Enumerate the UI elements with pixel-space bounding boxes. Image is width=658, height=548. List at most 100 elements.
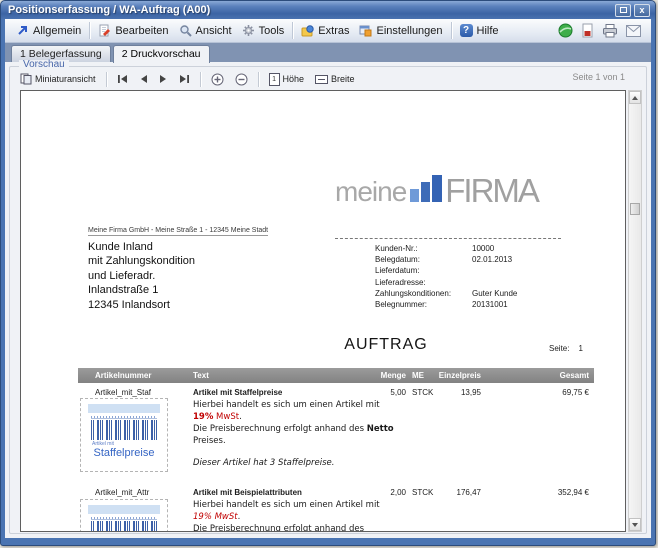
document-meta: Kunden-Nr.: 10000 Belegdatum: 02.01.2013 L… bbox=[375, 243, 517, 310]
tab-belegerfassung[interactable]: 1 Belegerfassung bbox=[11, 45, 111, 62]
menu-hilfe[interactable]: ? Hilfe bbox=[455, 22, 504, 39]
item-description: Hierbei handelt es sich um einen Artikel… bbox=[193, 499, 483, 532]
meta-value: Guter Kunde bbox=[472, 288, 518, 298]
image-highlight-bar bbox=[88, 404, 160, 413]
table-row-artikelnummer: Artikel_mit_Attr bbox=[95, 488, 150, 497]
fit-height-label: Höhe bbox=[282, 74, 305, 84]
vertical-scrollbar[interactable] bbox=[628, 90, 642, 532]
gear-icon bbox=[242, 25, 254, 36]
fit-height-button[interactable]: 1 Höhe bbox=[266, 72, 308, 87]
prev-page-icon bbox=[140, 75, 147, 83]
tab-body: Vorschau Miniaturansicht bbox=[5, 60, 651, 538]
first-page-button[interactable] bbox=[114, 73, 131, 85]
preview-toolbar: Miniaturansicht bbox=[17, 69, 358, 89]
sender-line: Meine Firma GmbH - Meine Straße 1 - 1234… bbox=[88, 227, 269, 236]
email-icon[interactable] bbox=[626, 24, 641, 37]
preview-viewport: meine FIRMA Meine Firma GmbH - Meine Str… bbox=[20, 90, 626, 532]
toolbar-separator bbox=[105, 71, 107, 87]
thumbnail-view-button[interactable]: Miniaturansicht bbox=[17, 72, 99, 86]
meta-value: 10000 bbox=[472, 244, 495, 253]
logo-bars-icon bbox=[410, 175, 443, 202]
meta-row: Lieferadresse: bbox=[375, 277, 517, 288]
menu-label: Bearbeiten bbox=[115, 24, 169, 37]
scroll-up-button[interactable] bbox=[629, 91, 641, 104]
menu-einstellungen[interactable]: Einstellungen bbox=[354, 22, 447, 39]
meta-label: Lieferadresse: bbox=[375, 277, 426, 287]
table-row-einzelpreis: 176,47 bbox=[456, 488, 481, 497]
article-image: Artikel mit Staffelpreise bbox=[80, 398, 168, 472]
pages-icon bbox=[20, 73, 32, 85]
recipient-address: Kunde Inland mit Zahlungskondition und L… bbox=[88, 240, 195, 312]
meta-row: Zahlungskonditionen: Guter Kunde bbox=[375, 288, 517, 299]
vorschau-groupbox bbox=[9, 66, 647, 534]
recipient-line: Kunde Inland bbox=[88, 241, 153, 253]
items-table: Artikelnummer Text Menge ME Einzelpreis … bbox=[78, 368, 594, 532]
menu-extras[interactable]: Extras bbox=[296, 22, 354, 39]
triangle-up-icon bbox=[632, 95, 638, 100]
image-caption-small: Artikel mit bbox=[92, 441, 114, 447]
pdf-export-icon[interactable] bbox=[581, 23, 594, 38]
article-image bbox=[80, 499, 168, 531]
meta-label: Kunden-Nr.: bbox=[375, 244, 418, 253]
page-number-line: Seite: 1 bbox=[549, 344, 583, 353]
table-row-einzelpreis: 13,95 bbox=[460, 388, 481, 397]
col-artikelnummer: Artikelnummer bbox=[95, 371, 152, 380]
fit-width-button[interactable]: Breite bbox=[312, 73, 358, 85]
image-caption-big: Staffelpreise bbox=[93, 447, 155, 459]
zoom-out-button[interactable] bbox=[232, 72, 251, 87]
recipient-line: 12345 Inlandsort bbox=[88, 298, 170, 311]
title-bar[interactable]: Positionserfassung / WA-Auftrag (A00) x bbox=[1, 1, 655, 19]
window-content: Allgemein Bearbeiten Ansicht Tools bbox=[5, 19, 651, 538]
document-title: AUFTRAG bbox=[344, 336, 428, 353]
menu-label: Einstellungen bbox=[376, 24, 443, 37]
prev-page-button[interactable] bbox=[136, 73, 151, 85]
zoom-out-icon bbox=[235, 73, 248, 85]
next-page-button[interactable] bbox=[156, 73, 171, 85]
scrollbar-thumb[interactable] bbox=[630, 203, 640, 215]
meta-row: Lieferdatum: bbox=[375, 265, 517, 276]
zoom-in-button[interactable] bbox=[208, 72, 227, 87]
settings-window-icon bbox=[359, 25, 372, 37]
col-menge: Menge bbox=[380, 371, 406, 380]
help-icon: ? bbox=[459, 24, 473, 37]
logo-text-meine: meine bbox=[335, 176, 407, 207]
menu-ansicht[interactable]: Ansicht bbox=[174, 22, 237, 39]
tab-druckvorschau[interactable]: 2 Druckvorschau bbox=[112, 45, 210, 63]
desc-line: Preises. bbox=[193, 436, 226, 446]
recipient-line: und Lieferadr. bbox=[88, 269, 156, 282]
logo-divider-line bbox=[335, 238, 561, 239]
desc-line: 19% MwSt. bbox=[193, 512, 241, 522]
page-label: Seite: bbox=[549, 344, 570, 353]
desc-line: Die Preisberechnung erfolgt anhand des bbox=[193, 524, 365, 532]
globe-icon[interactable] bbox=[558, 23, 573, 38]
close-button[interactable]: x bbox=[634, 3, 650, 17]
last-page-button[interactable] bbox=[176, 73, 193, 85]
menu-bearbeiten[interactable]: Bearbeiten bbox=[93, 22, 173, 39]
company-logo: meine FIRMA bbox=[335, 172, 540, 209]
desc-line-italic: Dieser Artikel hat 3 Staffelpreise. bbox=[193, 458, 335, 468]
menu-bar: Allgemein Bearbeiten Ansicht Tools bbox=[5, 19, 651, 43]
arrow-up-right-icon bbox=[18, 26, 27, 35]
toolbar-separator bbox=[199, 71, 201, 87]
table-row-titel: Artikel mit Staffelpreise bbox=[193, 388, 283, 397]
recipient-line: mit Zahlungskondition bbox=[88, 255, 196, 268]
recipient-line: Inlandstraße 1 bbox=[88, 284, 159, 297]
page-indicator: Seite 1 von 1 bbox=[572, 72, 625, 82]
meta-label: Zahlungskonditionen: bbox=[375, 288, 452, 298]
meta-label: Belegdatum: bbox=[375, 255, 420, 265]
menu-separator bbox=[450, 22, 452, 39]
scroll-down-button[interactable] bbox=[629, 518, 641, 531]
menu-allgemein[interactable]: Allgemein bbox=[11, 22, 86, 39]
menu-tools[interactable]: Tools bbox=[237, 22, 290, 39]
triangle-down-icon bbox=[632, 522, 638, 527]
meta-label: Belegnummer: bbox=[375, 300, 428, 310]
barcode-icon bbox=[91, 420, 157, 440]
restore-button[interactable] bbox=[615, 3, 631, 17]
last-page-icon bbox=[179, 75, 189, 83]
col-me: ME bbox=[412, 371, 424, 380]
meta-value: 20131001 bbox=[472, 300, 508, 310]
table-row-titel: Artikel mit Beispielattributen bbox=[193, 488, 302, 497]
logo-text-firma: FIRMA bbox=[445, 172, 540, 209]
meta-row: Belegdatum: 02.01.2013 bbox=[375, 254, 517, 265]
printer-icon[interactable] bbox=[602, 23, 618, 38]
